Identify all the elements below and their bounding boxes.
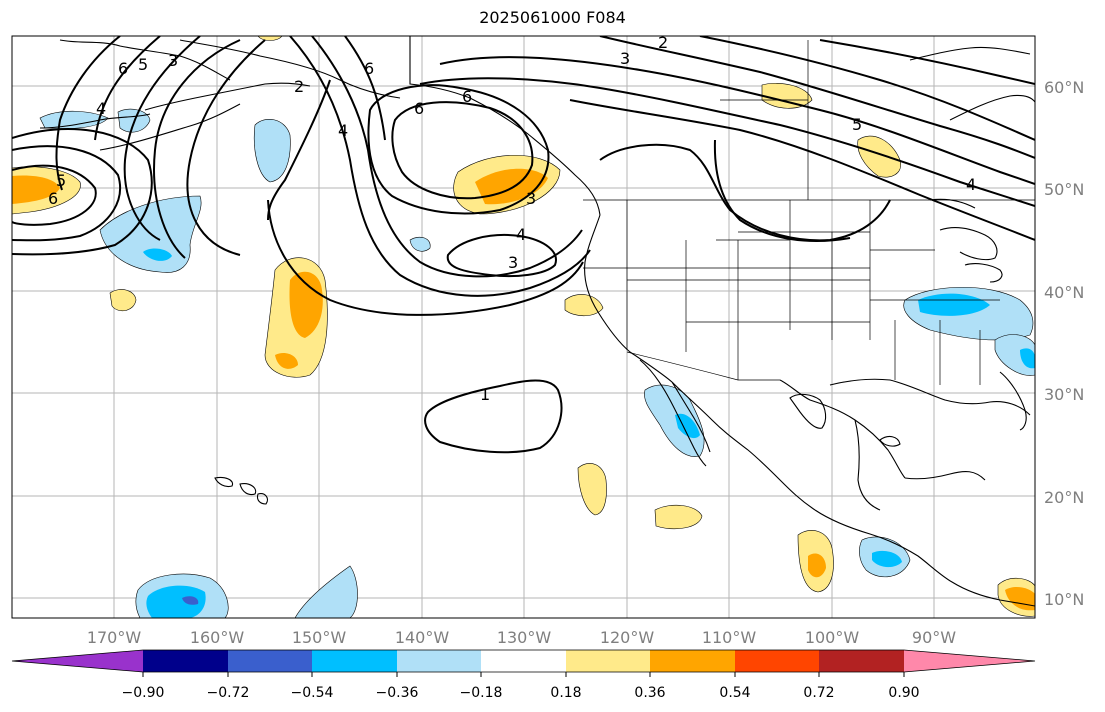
map-title: 2025061000 F084 <box>479 8 626 27</box>
lon-label: 170°W <box>87 628 142 647</box>
lon-label: 150°W <box>292 628 347 647</box>
contour-label: 3 <box>526 189 536 208</box>
colorbar <box>11 649 1036 677</box>
lon-label: 140°W <box>395 628 450 647</box>
shade-negative <box>675 413 700 439</box>
contour-label: 3 <box>508 253 518 272</box>
shade-negative <box>182 596 199 605</box>
shade-negative <box>409 236 431 252</box>
contour-label: 6 <box>48 189 58 208</box>
shade-positive <box>857 135 901 178</box>
gridlines <box>12 36 1035 618</box>
contour-label: 5 <box>852 115 862 134</box>
contour-label: 2 <box>294 77 304 96</box>
shade-positive <box>577 463 607 516</box>
lon-label: 130°W <box>497 628 552 647</box>
lat-label: 60°N <box>1044 78 1084 97</box>
shade-positive <box>808 553 826 578</box>
anomaly-shading <box>12 36 1035 618</box>
shade-positive <box>289 271 323 338</box>
colorbar-segment <box>566 650 650 672</box>
colorbar-tick-label: 0.72 <box>803 685 834 701</box>
shade-positive <box>761 82 813 109</box>
colorbar-segment <box>481 650 566 672</box>
shade-negative <box>294 565 358 618</box>
colorbar-tick-label: −0.36 <box>376 685 419 701</box>
contour-label: 4 <box>96 99 106 118</box>
shade-negative <box>146 585 206 618</box>
lon-label: 100°W <box>805 628 860 647</box>
colorbar-tick-label: 0.36 <box>634 685 665 701</box>
contour-labels: 6 5 3 4 6 6 2 3 6 4 5 4 4 3 5 6 3 1 2 <box>48 33 976 404</box>
colorbar-segment <box>735 650 819 672</box>
longitude-labels: 170°W 160°W 150°W 140°W 130°W 120°W 110°… <box>87 628 956 647</box>
contour-label: 4 <box>966 175 976 194</box>
shade-positive <box>564 294 604 317</box>
lat-label: 20°N <box>1044 488 1084 507</box>
contour-label: 1 <box>480 385 490 404</box>
contour-label: 4 <box>338 121 348 140</box>
shade-positive <box>109 289 137 312</box>
colorbar-extend-high <box>904 650 1035 672</box>
shade-negative <box>143 248 172 261</box>
colorbar-segment <box>650 650 735 672</box>
lat-label: 10°N <box>1044 590 1084 609</box>
shade-negative <box>1020 348 1035 369</box>
colorbar-segment <box>819 650 904 672</box>
contour-label: 5 <box>56 171 66 190</box>
contour-label: 4 <box>516 225 526 244</box>
contour-label: 6 <box>414 99 424 118</box>
shade-positive <box>654 504 703 529</box>
colorbar-tick-label: 0.90 <box>888 685 919 701</box>
colorbar-tick-labels: −0.90 −0.72 −0.54 −0.36 −0.18 0.18 0.36 … <box>122 685 920 701</box>
colorbar-tick-label: 0.54 <box>719 685 750 701</box>
colorbar-tick-label: 0.18 <box>550 685 581 701</box>
colorbar-extend-low <box>12 650 143 672</box>
shade-negative <box>254 118 291 183</box>
contour-lines <box>12 36 1035 454</box>
lon-label: 90°W <box>912 628 956 647</box>
colorbar-tick-label: −0.72 <box>207 685 250 701</box>
contour-label: 6 <box>364 59 374 78</box>
contour-label: 5 <box>138 55 148 74</box>
shade-negative <box>872 550 902 568</box>
colorbar-segment <box>312 650 397 672</box>
contour-label: 3 <box>168 51 178 70</box>
political-borders <box>583 40 1035 385</box>
colorbar-tick-label: −0.90 <box>122 685 165 701</box>
coastlines <box>39 36 1035 607</box>
contour-label: 6 <box>118 59 128 78</box>
colorbar-tick-label: −0.54 <box>291 685 334 701</box>
lon-label: 120°W <box>600 628 655 647</box>
shade-positive <box>275 353 298 369</box>
contour-label: 3 <box>620 49 630 68</box>
lon-label: 110°W <box>702 628 757 647</box>
map-frame <box>11 35 1036 619</box>
latitude-labels: 60°N 50°N 40°N 30°N 20°N 10°N <box>1044 78 1084 609</box>
colorbar-segment <box>228 650 312 672</box>
colorbar-tick-label: −0.18 <box>460 685 503 701</box>
contour-label: 2 <box>658 33 668 52</box>
lat-label: 30°N <box>1044 385 1084 404</box>
colorbar-segment <box>143 650 228 672</box>
colorbar-segment <box>397 650 481 672</box>
contour-label: 6 <box>462 87 472 106</box>
shade-negative <box>918 293 990 316</box>
shade-positive <box>12 175 60 204</box>
lon-label: 160°W <box>190 628 245 647</box>
lat-label: 50°N <box>1044 180 1084 199</box>
lat-label: 40°N <box>1044 283 1084 302</box>
